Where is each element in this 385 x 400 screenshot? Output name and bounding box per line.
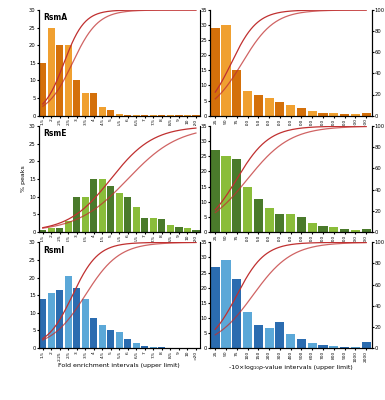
Text: RsmE: RsmE: [44, 129, 67, 138]
Bar: [275, 102, 285, 116]
Bar: [340, 347, 349, 348]
Bar: [254, 325, 263, 348]
Bar: [116, 114, 123, 116]
Bar: [56, 228, 64, 232]
Text: RsmA: RsmA: [44, 13, 67, 22]
Bar: [167, 225, 174, 232]
Bar: [192, 230, 199, 232]
Bar: [243, 312, 252, 348]
Bar: [124, 114, 131, 116]
Bar: [48, 228, 55, 232]
Bar: [351, 114, 360, 116]
Bar: [65, 276, 72, 348]
Bar: [264, 328, 274, 348]
Bar: [340, 229, 349, 232]
Bar: [297, 217, 306, 232]
Bar: [362, 113, 371, 116]
Bar: [211, 28, 220, 116]
Bar: [264, 208, 274, 232]
Bar: [56, 290, 64, 348]
Bar: [318, 226, 328, 232]
Bar: [254, 199, 263, 232]
Bar: [351, 347, 360, 348]
Bar: [211, 150, 220, 232]
Bar: [150, 347, 157, 348]
Bar: [286, 214, 295, 232]
Bar: [73, 288, 80, 348]
Bar: [90, 318, 97, 348]
Bar: [286, 105, 295, 116]
Bar: [116, 332, 123, 348]
Bar: [275, 322, 285, 348]
Bar: [308, 111, 317, 116]
Bar: [48, 28, 55, 116]
Bar: [65, 45, 72, 116]
Bar: [308, 223, 317, 232]
Bar: [133, 207, 140, 232]
Bar: [221, 25, 231, 116]
Bar: [65, 221, 72, 232]
X-axis label: Fold enrichment intervals (upper limit): Fold enrichment intervals (upper limit): [59, 363, 180, 368]
Bar: [297, 339, 306, 348]
Bar: [308, 344, 317, 348]
Bar: [329, 346, 338, 348]
Bar: [39, 230, 46, 232]
Bar: [254, 94, 263, 116]
Bar: [39, 299, 46, 348]
X-axis label: -10×log₁₀ρ-value intervals (upper limit): -10×log₁₀ρ-value intervals (upper limit): [229, 364, 353, 370]
Bar: [275, 214, 285, 232]
Bar: [362, 342, 371, 348]
Bar: [329, 113, 338, 116]
Bar: [107, 330, 114, 348]
Bar: [39, 63, 46, 116]
Bar: [73, 80, 80, 116]
Bar: [232, 278, 241, 348]
Bar: [56, 45, 64, 116]
Bar: [351, 230, 360, 232]
Bar: [158, 220, 166, 232]
Bar: [99, 179, 106, 232]
Bar: [232, 70, 241, 116]
Bar: [141, 218, 149, 232]
Bar: [286, 334, 295, 348]
Bar: [184, 228, 191, 232]
Bar: [232, 159, 241, 232]
Bar: [82, 197, 89, 232]
Bar: [329, 227, 338, 232]
Bar: [158, 347, 166, 348]
Bar: [297, 108, 306, 116]
Bar: [90, 93, 97, 116]
Bar: [243, 92, 252, 116]
Bar: [82, 299, 89, 348]
Bar: [73, 197, 80, 232]
Bar: [362, 229, 371, 232]
Bar: [318, 113, 328, 116]
Bar: [221, 260, 231, 348]
Bar: [221, 156, 231, 232]
Bar: [90, 179, 97, 232]
Bar: [107, 110, 114, 116]
Bar: [99, 325, 106, 348]
Bar: [82, 93, 89, 116]
Text: RsmI: RsmI: [44, 246, 64, 254]
Bar: [133, 343, 140, 348]
Bar: [133, 115, 140, 116]
Bar: [340, 114, 349, 116]
Y-axis label: % peaks: % peaks: [21, 166, 26, 192]
Bar: [116, 193, 123, 232]
Bar: [243, 186, 252, 232]
Bar: [124, 197, 131, 232]
Bar: [264, 98, 274, 116]
Bar: [99, 107, 106, 116]
Bar: [150, 218, 157, 232]
Bar: [48, 294, 55, 348]
Bar: [211, 266, 220, 348]
Bar: [141, 346, 149, 348]
Bar: [124, 339, 131, 348]
Bar: [175, 226, 182, 232]
Bar: [318, 345, 328, 348]
Bar: [107, 186, 114, 232]
